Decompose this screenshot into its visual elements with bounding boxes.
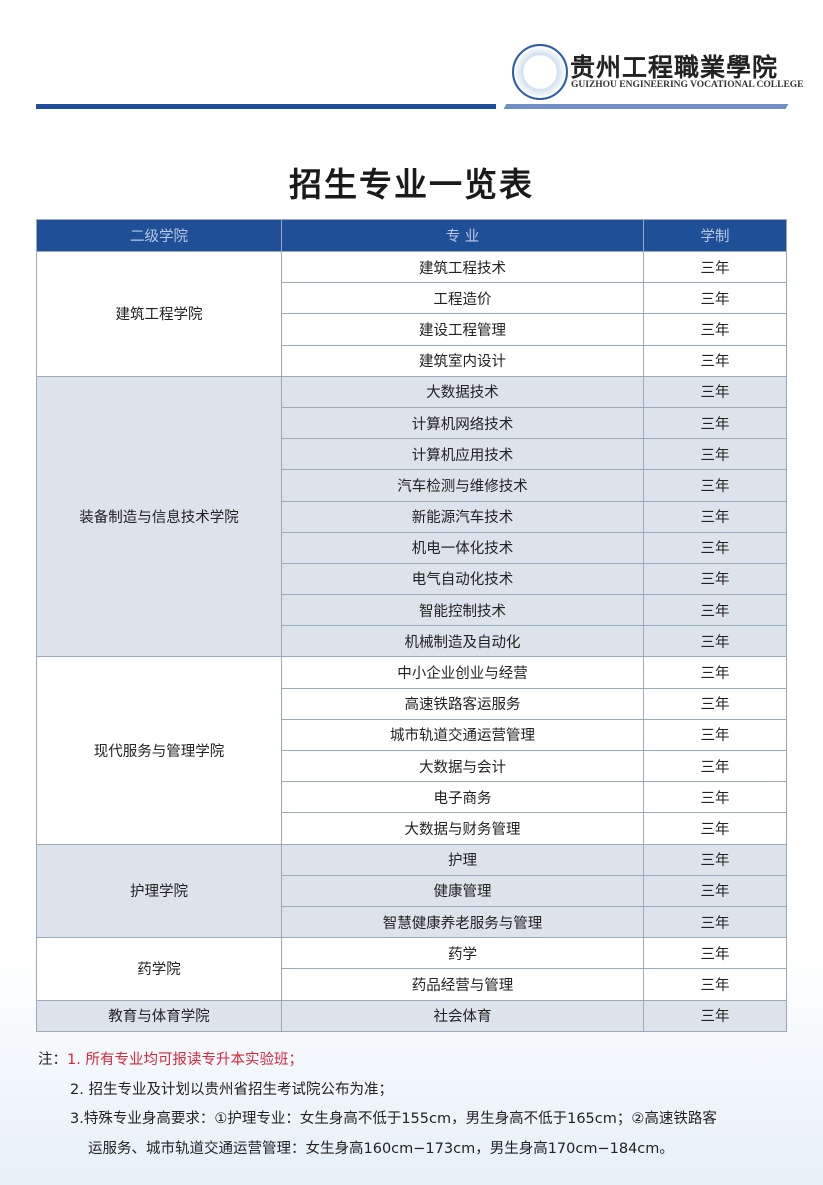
major-cell: 大数据技术 xyxy=(281,375,644,408)
column-header: 专 业 xyxy=(281,219,644,252)
major-cell: 城市轨道交通运营管理 xyxy=(281,718,644,752)
major-cell: 高速铁路客运服务 xyxy=(281,687,644,720)
table-row: 城市轨道交通运营管理 三年 xyxy=(37,718,787,752)
table-row: 建筑工程学院 建筑工程技术 三年 xyxy=(36,250,787,377)
table-row: 工程造价 三年 xyxy=(37,282,787,315)
major-cell: 建筑工程技术 xyxy=(281,250,644,284)
duration-cell: 三年 xyxy=(643,937,787,970)
major-cell: 电子商务 xyxy=(281,781,644,814)
duration-cell: 三年 xyxy=(643,250,787,284)
table-row: 教育与体育学院 社会体育 三年 xyxy=(36,999,787,1032)
school-name-en: GUIZHOU ENGINEERING VOCATIONAL COLLEGE xyxy=(571,80,804,90)
major-cell: 建筑室内设计 xyxy=(281,344,644,377)
major-cell: 药学 xyxy=(281,937,644,970)
duration-cell: 三年 xyxy=(643,406,787,440)
duration-cell: 三年 xyxy=(643,625,787,658)
table-row: 机械制造及自动化 三年 xyxy=(37,625,787,658)
table-row: 大数据与会计 三年 xyxy=(37,749,787,783)
major-cell: 健康管理 xyxy=(281,874,644,907)
duration-cell: 三年 xyxy=(643,749,787,783)
duration-cell: 三年 xyxy=(643,812,787,845)
table-row: 计算机网络技术 三年 xyxy=(37,406,787,440)
college-cell: 现代服务与管理学院 xyxy=(36,656,282,845)
duration-cell: 三年 xyxy=(643,469,787,502)
table-row: 机电一体化技术 三年 xyxy=(37,531,787,564)
school-name-cn: 贵州工程職業學院 xyxy=(570,53,779,82)
table-row: 高速铁路客运服务 三年 xyxy=(37,687,787,720)
college-cell: 装备制造与信息技术学院 xyxy=(36,375,282,658)
duration-cell: 三年 xyxy=(643,718,787,752)
college-cell: 建筑工程学院 xyxy=(36,251,282,377)
major-cell: 机械制造及自动化 xyxy=(281,625,644,658)
major-cell: 计算机应用技术 xyxy=(281,438,644,471)
college-cell: 护理学院 xyxy=(36,843,282,939)
school-emblem-icon xyxy=(512,44,568,100)
duration-cell: 三年 xyxy=(643,313,787,346)
duration-cell: 三年 xyxy=(643,344,787,377)
duration-cell: 三年 xyxy=(643,968,787,1001)
table-row: 药品经营与管理 三年 xyxy=(37,968,787,1001)
duration-cell: 三年 xyxy=(643,438,787,471)
duration-cell: 三年 xyxy=(643,843,787,876)
duration-cell: 三年 xyxy=(643,999,787,1032)
table-row: 汽车检测与维修技术 三年 xyxy=(37,469,787,502)
table-row: 药学院 药学 三年 xyxy=(36,937,787,1001)
major-cell: 汽车检测与维修技术 xyxy=(281,469,644,502)
duration-cell: 三年 xyxy=(643,375,787,408)
major-cell: 护理 xyxy=(281,843,644,876)
notes-prefix: 注： xyxy=(38,1052,67,1068)
duration-cell: 三年 xyxy=(643,656,787,689)
table-header-row: 二级学院 专 业 学制 xyxy=(36,219,787,252)
header-divider-accent xyxy=(503,104,789,109)
note-item: 运服务、城市轨道交通运营管理：女生身高160cm−173cm，男生身高170cm… xyxy=(88,1140,674,1157)
note-item: 2. 招生专业及计划以贵州省招生考试院公布为准； xyxy=(70,1081,393,1098)
column-header: 二级学院 xyxy=(36,219,282,252)
duration-cell: 三年 xyxy=(643,594,787,627)
college-cell: 教育与体育学院 xyxy=(36,999,282,1032)
table-row: 大数据与财务管理 三年 xyxy=(37,812,787,845)
table-row: 现代服务与管理学院 中小企业创业与经营 三年 xyxy=(36,656,787,845)
major-cell: 新能源汽车技术 xyxy=(281,500,644,533)
major-cell: 建设工程管理 xyxy=(281,313,644,346)
table-row: 计算机应用技术 三年 xyxy=(37,438,787,471)
major-cell: 计算机网络技术 xyxy=(281,406,644,440)
duration-cell: 三年 xyxy=(643,874,787,907)
duration-cell: 三年 xyxy=(643,905,787,939)
majors-table: 二级学院 专 业 学制 建筑工程学院 建筑工程技术 三年 工程造价 三年 建设工程管理 三年… xyxy=(36,219,787,1032)
major-cell: 机电一体化技术 xyxy=(281,531,644,564)
duration-cell: 三年 xyxy=(643,781,787,814)
major-cell: 药品经营与管理 xyxy=(281,968,644,1001)
duration-cell: 三年 xyxy=(643,531,787,564)
major-cell: 电气自动化技术 xyxy=(281,562,644,596)
major-cell: 中小企业创业与经营 xyxy=(281,656,644,689)
notes: 注：1. 所有专业均可报读专升本实验班； 2. 招生专业及计划以贵州省招生考试院… xyxy=(38,1046,717,1164)
duration-cell: 三年 xyxy=(643,687,787,720)
note-item: 1. 所有专业均可报读专升本实验班； xyxy=(67,1052,303,1068)
table-row: 建筑室内设计 三年 xyxy=(37,344,787,377)
page-title: 招生专业一览表 xyxy=(289,165,534,204)
major-cell: 智能控制技术 xyxy=(281,594,644,627)
column-header: 学制 xyxy=(643,219,787,252)
duration-cell: 三年 xyxy=(643,500,787,533)
table-row: 健康管理 三年 xyxy=(37,874,787,907)
duration-cell: 三年 xyxy=(643,562,787,596)
table-row: 护理学院 护理 三年 xyxy=(36,843,787,939)
major-cell: 社会体育 xyxy=(281,999,644,1032)
major-cell: 大数据与财务管理 xyxy=(281,812,644,845)
note-item: 3.特殊专业身高要求：①护理专业：女生身高不低于155cm，男生身高不低于165… xyxy=(70,1111,717,1127)
duration-cell: 三年 xyxy=(643,282,787,315)
major-cell: 智慧健康养老服务与管理 xyxy=(281,905,644,939)
table-row: 新能源汽车技术 三年 xyxy=(37,500,787,533)
major-cell: 工程造价 xyxy=(281,282,644,315)
college-cell: 药学院 xyxy=(36,937,282,1001)
major-cell: 大数据与会计 xyxy=(281,749,644,783)
header-divider xyxy=(36,104,496,109)
table-row: 电子商务 三年 xyxy=(37,781,787,814)
table-row: 装备制造与信息技术学院 大数据技术 三年 xyxy=(36,375,787,658)
table-row: 智慧健康养老服务与管理 三年 xyxy=(37,905,787,939)
table-row: 智能控制技术 三年 xyxy=(37,594,787,627)
